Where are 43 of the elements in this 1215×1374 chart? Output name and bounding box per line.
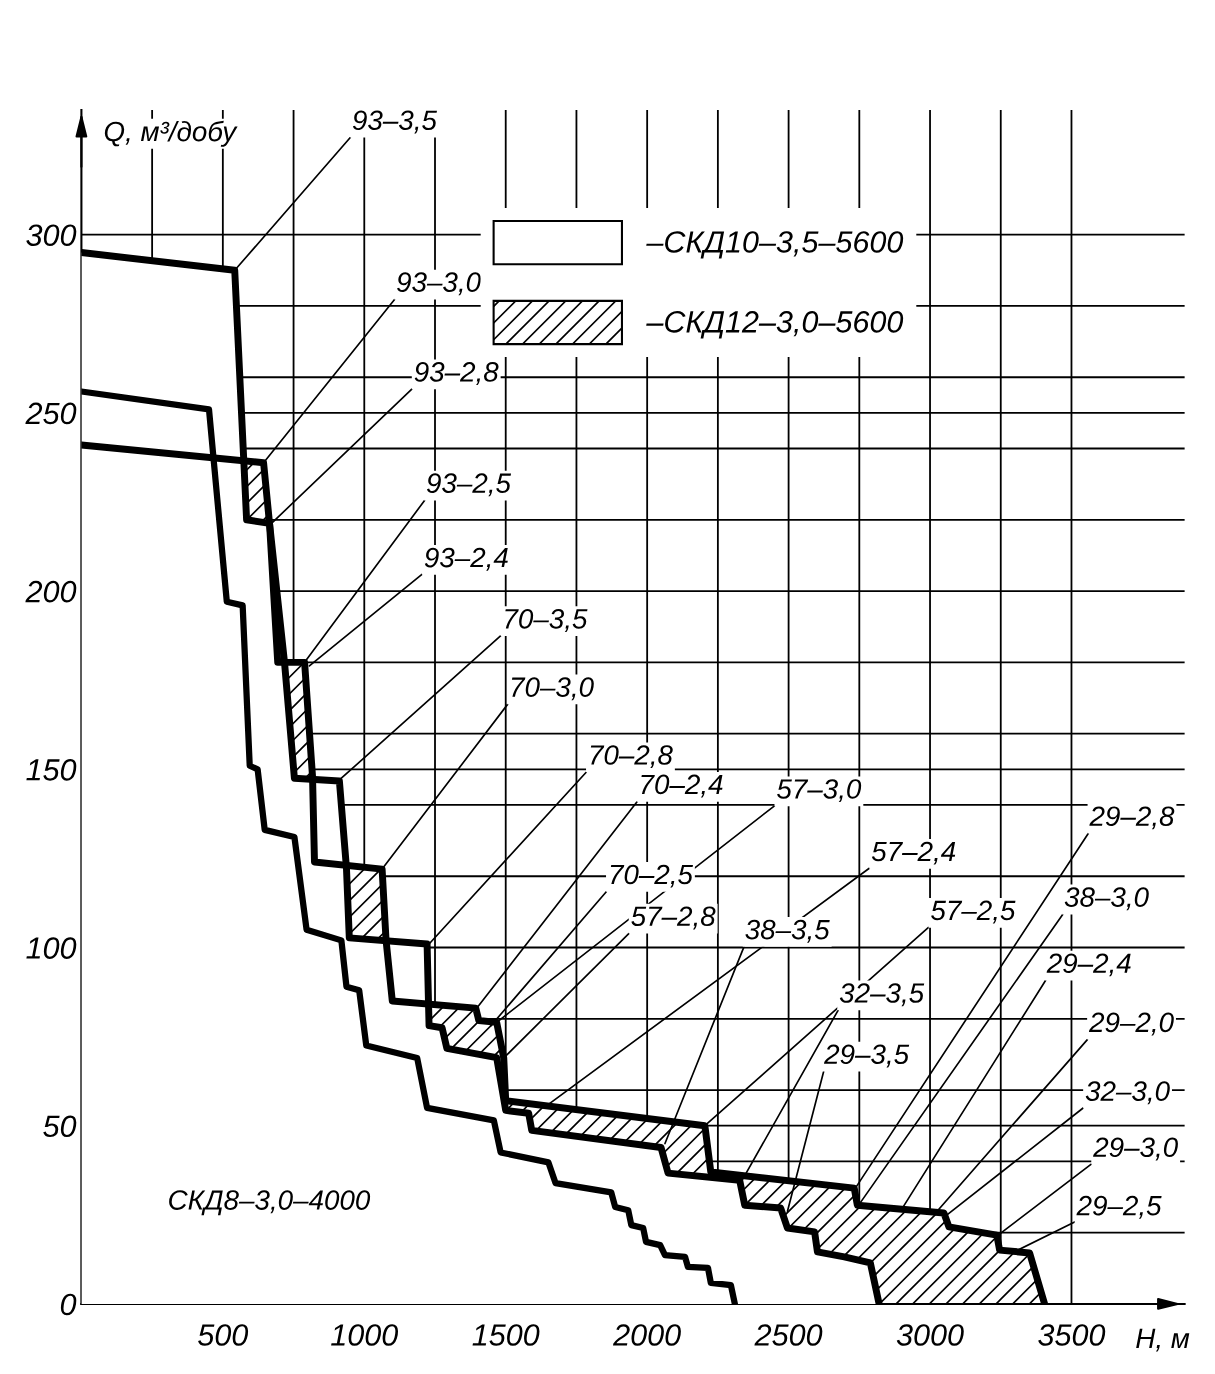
annotation: 70–2,5 bbox=[610, 864, 693, 888]
annotation: 32–3,0 bbox=[1085, 1081, 1170, 1105]
y-tick-label: 50 bbox=[43, 1115, 77, 1138]
y-tick-label: 100 bbox=[26, 937, 77, 959]
y-tick-label: 0 bbox=[60, 1293, 77, 1316]
annotation: 57–3,0 bbox=[777, 779, 862, 803]
annotation: 29–3,5 bbox=[823, 1044, 910, 1068]
annotation: 93–3,5 bbox=[352, 110, 437, 134]
annotation: 38–3,0 bbox=[1064, 887, 1149, 911]
annotation: 93–2,8 bbox=[414, 362, 499, 386]
y-tick-label: 250 bbox=[25, 402, 77, 425]
annotation: 93–3,0 bbox=[397, 272, 481, 296]
annotation: 32–3,5 bbox=[839, 983, 925, 1007]
annotation: 29–3,0 bbox=[1093, 1137, 1178, 1161]
y-axis-title: Q, м³/добу bbox=[104, 120, 238, 147]
legend-label: –СКД10–3,5–5600 bbox=[646, 231, 904, 259]
y-tick-label: 150 bbox=[26, 759, 77, 781]
annotation: 93–2,5 bbox=[426, 473, 512, 497]
annotation: 29–2,4 bbox=[1046, 953, 1131, 977]
x-tick-label: 1000 bbox=[331, 1324, 399, 1346]
annotation: 70–2,4 bbox=[641, 774, 723, 798]
annotation: 70–2,8 bbox=[590, 745, 673, 769]
y-tick-label: 300 bbox=[26, 224, 77, 247]
annotation: 70–3,5 bbox=[505, 609, 588, 632]
x-tick-label: 1500 bbox=[472, 1324, 540, 1346]
y-tick-label: 200 bbox=[25, 580, 77, 603]
annotation: 38–3,5 bbox=[745, 919, 830, 943]
legend-label: –СКД12–3,0–5600 bbox=[646, 311, 904, 339]
annotation: 93–2,4 bbox=[424, 547, 508, 571]
annotation: СКД8–3,0–4000 bbox=[169, 1190, 371, 1216]
x-axis-title: H, м bbox=[1136, 1328, 1190, 1352]
x-tick-label: 3500 bbox=[1038, 1324, 1106, 1346]
annotation: 57–2,5 bbox=[931, 900, 1016, 924]
x-tick-label: 3000 bbox=[896, 1324, 964, 1346]
annotation: 29–2,8 bbox=[1089, 806, 1175, 830]
annotation: 29–2,0 bbox=[1088, 1012, 1174, 1036]
annotation: 70–3,0 bbox=[511, 677, 594, 701]
x-tick-label: 2500 bbox=[754, 1324, 823, 1346]
annotation: 57–2,8 bbox=[631, 906, 716, 930]
annotation: 57–2,4 bbox=[871, 841, 956, 865]
annotation: 29–2,5 bbox=[1076, 1195, 1162, 1219]
x-tick-label: 500 bbox=[198, 1324, 249, 1346]
x-tick-label: 2000 bbox=[612, 1324, 681, 1346]
